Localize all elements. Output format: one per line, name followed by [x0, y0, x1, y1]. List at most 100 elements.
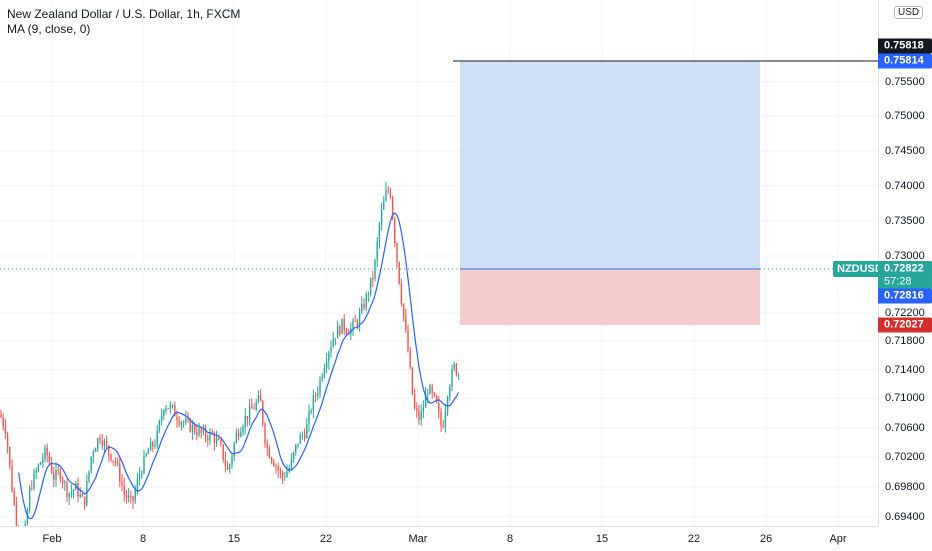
candle-body	[97, 438, 99, 449]
price-tick-label: 0.69800	[885, 481, 925, 493]
candle-body	[308, 411, 310, 425]
candle-body	[372, 277, 374, 279]
candle-body	[50, 463, 53, 474]
candle-body	[53, 473, 55, 480]
chart-title: New Zealand Dollar / U.S. Dollar, 1h, FX…	[7, 7, 241, 21]
candle-body	[193, 425, 196, 433]
candle-body	[103, 441, 106, 447]
candle-body	[453, 364, 455, 370]
candle-body	[369, 277, 372, 295]
candle-body	[163, 410, 165, 417]
currency-badge[interactable]: USD	[894, 6, 924, 19]
candle-body	[33, 472, 35, 489]
candle-body	[429, 386, 431, 395]
candle-body	[378, 224, 381, 242]
candle-body	[361, 303, 363, 313]
candle-body	[363, 303, 365, 309]
time-tick-label: 8	[506, 533, 514, 545]
candle-body	[196, 432, 198, 436]
candle-body	[220, 439, 222, 445]
candle-body	[134, 490, 136, 501]
candle-body	[435, 395, 438, 403]
candle-body	[138, 474, 141, 480]
target-price-label: 0.75814	[878, 53, 932, 69]
ma-indicator-label[interactable]: MA (9, close, 0)	[7, 22, 91, 36]
candle-body	[119, 462, 121, 482]
candle-body	[99, 438, 101, 441]
candle-body	[323, 368, 326, 377]
price-tick-label: 0.71800	[885, 335, 925, 347]
candle-body	[187, 418, 189, 420]
candle-body	[200, 428, 202, 433]
candle-body	[286, 471, 288, 477]
candle-body	[341, 318, 343, 335]
candle-body	[121, 481, 123, 486]
candle-body	[182, 422, 185, 424]
candle-body	[277, 466, 279, 471]
entry-price-label: 0.72816	[878, 288, 932, 304]
candle-body	[83, 496, 86, 506]
candle-body	[407, 329, 409, 352]
candle-body	[61, 479, 64, 483]
candle-body	[367, 294, 370, 296]
candle-body	[68, 493, 70, 497]
price-tick-label: 0.72200	[885, 307, 925, 319]
time-axis[interactable]: Feb 8 15 22 Mar 8 15 22 26 Apr	[0, 526, 878, 551]
candle-body	[6, 433, 9, 447]
candle-body	[270, 457, 273, 462]
candle-body	[154, 445, 156, 447]
candle-body	[396, 242, 398, 263]
candle-body	[387, 189, 389, 192]
candle-body	[442, 426, 444, 428]
candle-body	[81, 494, 84, 497]
loss-zone	[460, 269, 760, 325]
time-tick-label: 22	[687, 533, 701, 545]
candle-body	[257, 395, 260, 403]
price-tick-label: 0.74000	[885, 180, 925, 192]
candle-body	[275, 466, 277, 468]
candle-body	[222, 444, 224, 460]
price-axis[interactable]: USD 0.75500 0.75000 0.74500 0.74000 0.73500 0…	[878, 0, 932, 526]
candle-body	[35, 470, 37, 473]
candle-body	[314, 395, 317, 397]
candle-body	[409, 351, 411, 368]
candle-body	[255, 402, 257, 409]
candle-body	[15, 504, 18, 526]
candle-body	[268, 447, 271, 458]
candle-body	[152, 442, 154, 447]
candle-body	[383, 200, 385, 210]
candle-body	[224, 459, 227, 466]
candle-body	[180, 422, 183, 425]
chart-plot-area[interactable]	[0, 0, 878, 526]
price-tick-label: 0.70200	[885, 451, 925, 463]
candle-body	[72, 490, 75, 492]
candle-body	[328, 352, 330, 362]
candle-body	[28, 488, 31, 511]
candle-body	[156, 430, 158, 446]
candle-body	[301, 435, 304, 437]
candle-body	[352, 320, 354, 329]
price-tick-label: 0.73500	[885, 215, 925, 227]
target-price-label-dark: 0.75818	[878, 38, 932, 54]
candle-body	[330, 346, 332, 353]
candle-body	[242, 426, 244, 433]
candle-body	[218, 438, 220, 440]
time-tick-label: 15	[595, 533, 609, 545]
candle-body	[185, 418, 187, 423]
candle-body	[90, 456, 92, 472]
candle-body	[244, 416, 246, 427]
candle-body	[79, 494, 81, 497]
countdown-label: 57:28	[878, 274, 932, 290]
candle-body	[235, 432, 238, 443]
candle-body	[431, 386, 433, 393]
candle-body	[279, 470, 282, 473]
candle-body	[424, 395, 427, 408]
candle-body	[248, 406, 251, 420]
ma-line	[18, 212, 460, 520]
candle-body	[334, 338, 337, 340]
candle-body	[356, 321, 359, 326]
candle-body	[42, 458, 44, 463]
chart-canvas[interactable]	[0, 0, 878, 526]
candle-body	[158, 420, 161, 431]
candle-body	[273, 461, 275, 467]
